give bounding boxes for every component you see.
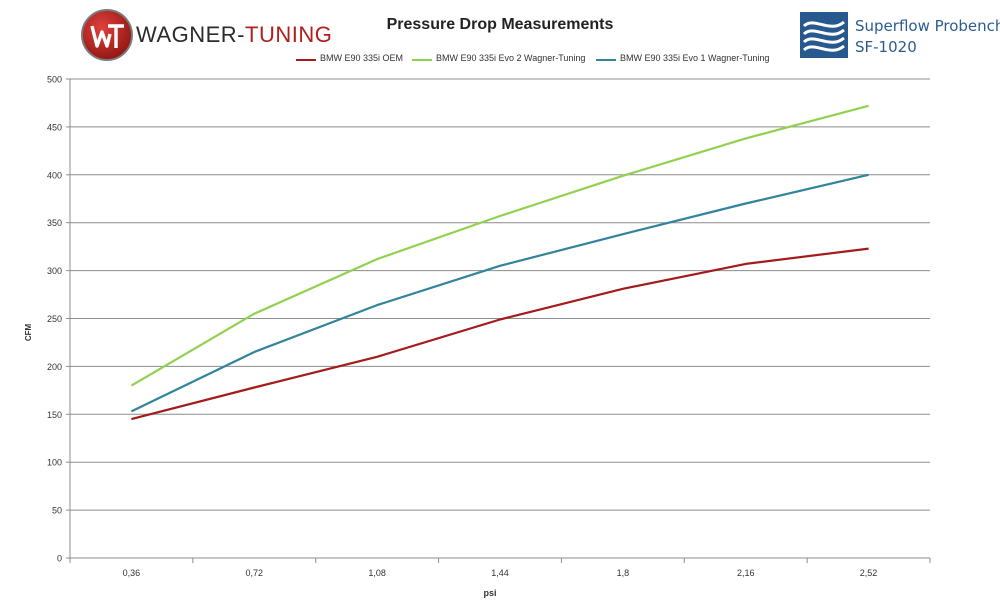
wagner-tuning-emblem-icon: [81, 9, 133, 61]
y-tick-label: 150: [47, 410, 62, 420]
series-line-0: [131, 247, 869, 421]
legend-label-oem: BMW E90 335i OEM: [320, 53, 404, 63]
legend-swatch-oem: [296, 59, 316, 61]
wagner-tuning-logo: WAGNER-TUNING: [80, 8, 332, 62]
y-tick-label: 350: [47, 218, 62, 228]
x-tick-label: 0,36: [123, 568, 141, 578]
brand-right-line2: SF-1020: [855, 38, 917, 56]
x-tick-label: 2,16: [737, 568, 755, 578]
y-axis-title: CFM: [24, 324, 33, 342]
y-tick-label: 250: [47, 314, 62, 324]
y-tick-label: 300: [47, 266, 62, 276]
x-axis-title: psi: [483, 588, 496, 598]
y-tick-label: 400: [47, 170, 62, 180]
y-tick-label: 0: [57, 554, 62, 564]
legend-label-evo2: BMW E90 335i Evo 2 Wagner-Tuning: [436, 53, 586, 63]
chart-title: Pressure Drop Measurements: [386, 16, 614, 33]
x-tick-label: 2,52: [860, 568, 878, 578]
brand-left-part1: WAGNER-: [136, 22, 246, 47]
y-tick-label: 100: [47, 458, 62, 468]
legend-swatch-evo2: [412, 59, 432, 61]
superflow-logo: Superflow Probench SF-1020: [800, 12, 1000, 60]
x-tick-label: 1,44: [491, 568, 509, 578]
brand-left-part2: TUNING: [245, 22, 333, 47]
legend-swatch-evo1: [596, 59, 616, 61]
y-tick-label: 50: [52, 506, 62, 516]
legend-label-evo1: BMW E90 335i Evo 1 Wagner-Tuning: [620, 53, 770, 63]
superflow-wave-icon: [800, 12, 848, 58]
y-tick-label: 450: [47, 122, 62, 132]
brand-right-line1: Superflow Probench: [855, 17, 1000, 35]
series-line-1: [130, 104, 869, 387]
x-tick-label: 1,8: [617, 568, 630, 578]
series-line-2: [130, 173, 869, 413]
y-tick-label: 500: [47, 75, 62, 85]
x-tick-label: 0,72: [246, 568, 264, 578]
y-tick-label: 200: [47, 362, 62, 372]
x-tick-label: 1,08: [368, 568, 386, 578]
chart-legend: BMW E90 335i OEM BMW E90 335i Evo 2 Wagn…: [0, 52, 1000, 68]
